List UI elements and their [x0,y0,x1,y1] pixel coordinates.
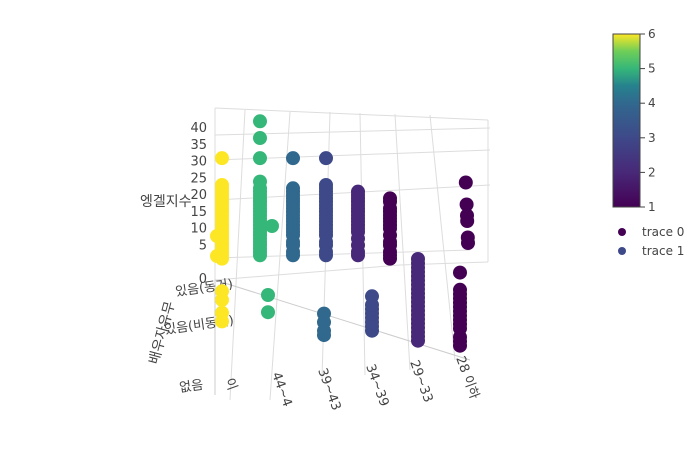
scatter-point [215,305,229,320]
grid-line [214,264,401,281]
colorbar-tick-label: 4 [648,96,656,110]
z-axis-title: 엥겔지수 [140,194,192,210]
z-tick-label: 10 [190,222,207,237]
scatter-point [265,219,279,233]
legend: trace 0 trace 1 [618,225,684,258]
colorbar-gradient [612,33,641,208]
scatter-point [453,282,467,297]
x-tick-label: 28 이하 [452,354,481,401]
scatter-point [215,177,229,192]
scatter-point [365,289,379,304]
scatter-point [261,288,275,302]
scatter-points [210,114,475,353]
scatter-point [253,114,267,129]
grid-line [394,113,411,371]
z-tick-label: 25 [190,171,207,186]
scatter-point [210,229,224,243]
x-tick-label: 34~39 [362,362,391,408]
scatter-point [261,305,275,320]
z-tick-label: 30 [190,155,207,170]
x-tick-label: 39~43 [314,366,343,412]
scatter-point [286,151,300,166]
colorbar-tick-label: 2 [648,165,656,179]
scatter-point [253,151,267,166]
scatter-point [319,177,333,192]
legend-marker[interactable] [618,247,626,255]
legend-label[interactable]: trace 0 [642,225,684,239]
grid-line [214,107,489,121]
scatter-point [317,306,331,321]
x-tick-label: 29~33 [406,358,435,404]
legend-label[interactable]: trace 1 [642,244,684,258]
grid-line [229,109,246,401]
grid-line [429,114,456,361]
scatter-point [458,175,473,190]
y-tick-label: 없음 [178,378,204,396]
axis-line [214,279,471,361]
scatter-point [460,208,474,223]
x-tick-label: 이 [221,376,239,392]
z-tick-label: 0 [199,272,207,287]
scatter-point [453,265,467,280]
scatter-point [215,151,229,166]
scatter-point [253,131,267,146]
scatter-point [215,284,229,299]
scatter-point [459,197,474,212]
legend-marker[interactable] [618,228,626,236]
scatter-point [286,181,300,196]
scatter-point [253,174,267,189]
scatter-point [383,191,397,206]
scatter-point [460,230,475,245]
z-tick-label: 15 [190,205,207,220]
scatter-point [319,151,333,166]
colorbar-tick-label: 3 [648,131,656,145]
colorbar-tick-label: 1 [648,200,656,214]
scatter-point [210,249,224,263]
colorbar-tick-label: 5 [648,62,656,76]
z-tick-label: 20 [190,188,207,203]
z-tick-label: 40 [190,121,207,136]
colorbar-tick-label: 6 [648,27,656,41]
z-tick-label: 5 [199,238,207,253]
colorbar: 1 2 3 4 5 6 [612,27,656,214]
x-tick-label: 44~4 [268,370,294,409]
scatter-point [351,184,365,199]
z-tick-label: 35 [190,138,207,153]
scatter-point [411,252,425,266]
